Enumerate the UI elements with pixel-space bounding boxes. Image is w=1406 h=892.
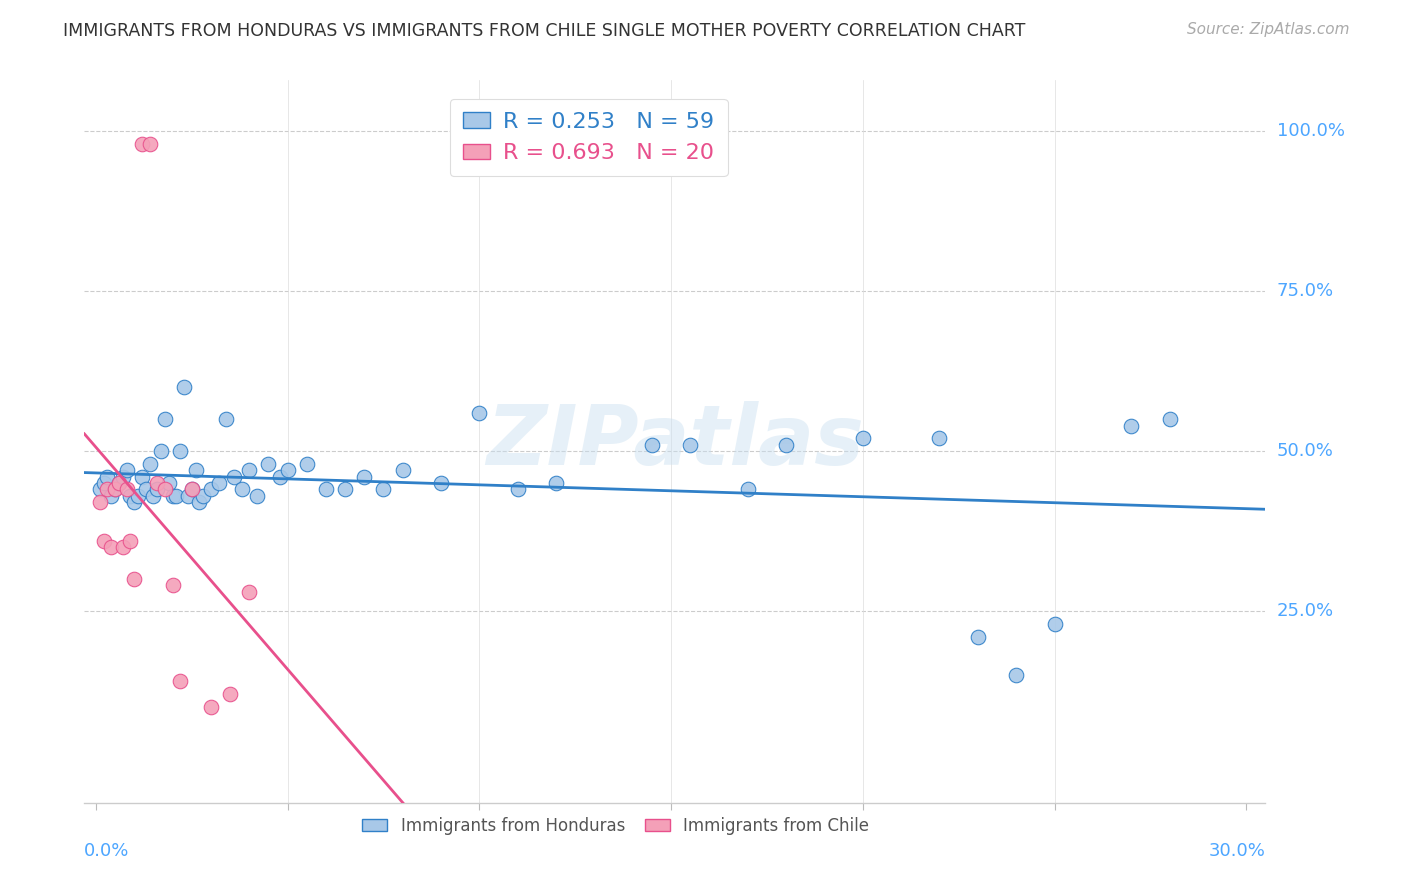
Point — [277, 463, 299, 477]
Point — [115, 463, 138, 477]
Point — [120, 489, 142, 503]
Point — [852, 431, 875, 445]
Point — [177, 489, 200, 503]
Point — [142, 489, 165, 503]
Point — [96, 483, 118, 497]
Point — [1043, 616, 1066, 631]
Point — [641, 438, 664, 452]
Point — [219, 687, 242, 701]
Point — [100, 540, 122, 554]
Point — [96, 469, 118, 483]
Point — [269, 469, 291, 483]
Point — [1159, 412, 1181, 426]
Point — [138, 137, 160, 152]
Point — [1005, 668, 1028, 682]
Text: 100.0%: 100.0% — [1277, 122, 1344, 140]
Text: 0.0%: 0.0% — [84, 842, 129, 860]
Point — [162, 578, 184, 592]
Point — [180, 483, 202, 497]
Point — [122, 572, 145, 586]
Point — [169, 674, 191, 689]
Point — [207, 476, 229, 491]
Point — [238, 584, 260, 599]
Point — [146, 483, 169, 497]
Point — [737, 483, 759, 497]
Point — [200, 483, 222, 497]
Point — [353, 469, 375, 483]
Point — [153, 412, 176, 426]
Point — [193, 489, 215, 503]
Point — [111, 469, 134, 483]
Point — [131, 469, 153, 483]
Point — [153, 483, 176, 497]
Point — [111, 540, 134, 554]
Point — [138, 457, 160, 471]
Point — [928, 431, 950, 445]
Point — [238, 463, 260, 477]
Point — [506, 483, 529, 497]
Point — [430, 476, 453, 491]
Text: 50.0%: 50.0% — [1277, 442, 1333, 460]
Point — [93, 533, 115, 548]
Point — [1121, 418, 1143, 433]
Point — [679, 438, 702, 452]
Point — [122, 495, 145, 509]
Text: ZIPatlas: ZIPatlas — [486, 401, 863, 482]
Point — [215, 412, 238, 426]
Point — [775, 438, 797, 452]
Text: IMMIGRANTS FROM HONDURAS VS IMMIGRANTS FROM CHILE SINGLE MOTHER POVERTY CORRELAT: IMMIGRANTS FROM HONDURAS VS IMMIGRANTS F… — [63, 22, 1025, 40]
Point — [966, 630, 988, 644]
Point — [157, 476, 180, 491]
Point — [315, 483, 337, 497]
Point — [104, 483, 127, 497]
Point — [162, 489, 184, 503]
Point — [184, 463, 207, 477]
Point — [200, 699, 222, 714]
Point — [180, 483, 202, 497]
Text: 25.0%: 25.0% — [1277, 602, 1334, 620]
Point — [89, 495, 111, 509]
Point — [468, 406, 491, 420]
Point — [231, 483, 253, 497]
Point — [150, 444, 173, 458]
Point — [89, 483, 111, 497]
Point — [257, 457, 280, 471]
Point — [108, 476, 131, 491]
Point — [391, 463, 413, 477]
Point — [333, 483, 356, 497]
Text: 75.0%: 75.0% — [1277, 282, 1334, 301]
Point — [165, 489, 187, 503]
Legend: Immigrants from Honduras, Immigrants from Chile: Immigrants from Honduras, Immigrants fro… — [356, 810, 876, 841]
Point — [146, 476, 169, 491]
Point — [169, 444, 191, 458]
Point — [115, 483, 138, 497]
Point — [173, 380, 195, 394]
Point — [104, 483, 127, 497]
Point — [120, 533, 142, 548]
Point — [100, 489, 122, 503]
Point — [544, 476, 567, 491]
Point — [188, 495, 211, 509]
Point — [295, 457, 318, 471]
Point — [131, 137, 153, 152]
Text: 30.0%: 30.0% — [1209, 842, 1265, 860]
Point — [127, 489, 149, 503]
Text: Source: ZipAtlas.com: Source: ZipAtlas.com — [1187, 22, 1350, 37]
Point — [93, 476, 115, 491]
Point — [135, 483, 157, 497]
Point — [246, 489, 269, 503]
Point — [222, 469, 245, 483]
Point — [373, 483, 395, 497]
Point — [108, 476, 131, 491]
